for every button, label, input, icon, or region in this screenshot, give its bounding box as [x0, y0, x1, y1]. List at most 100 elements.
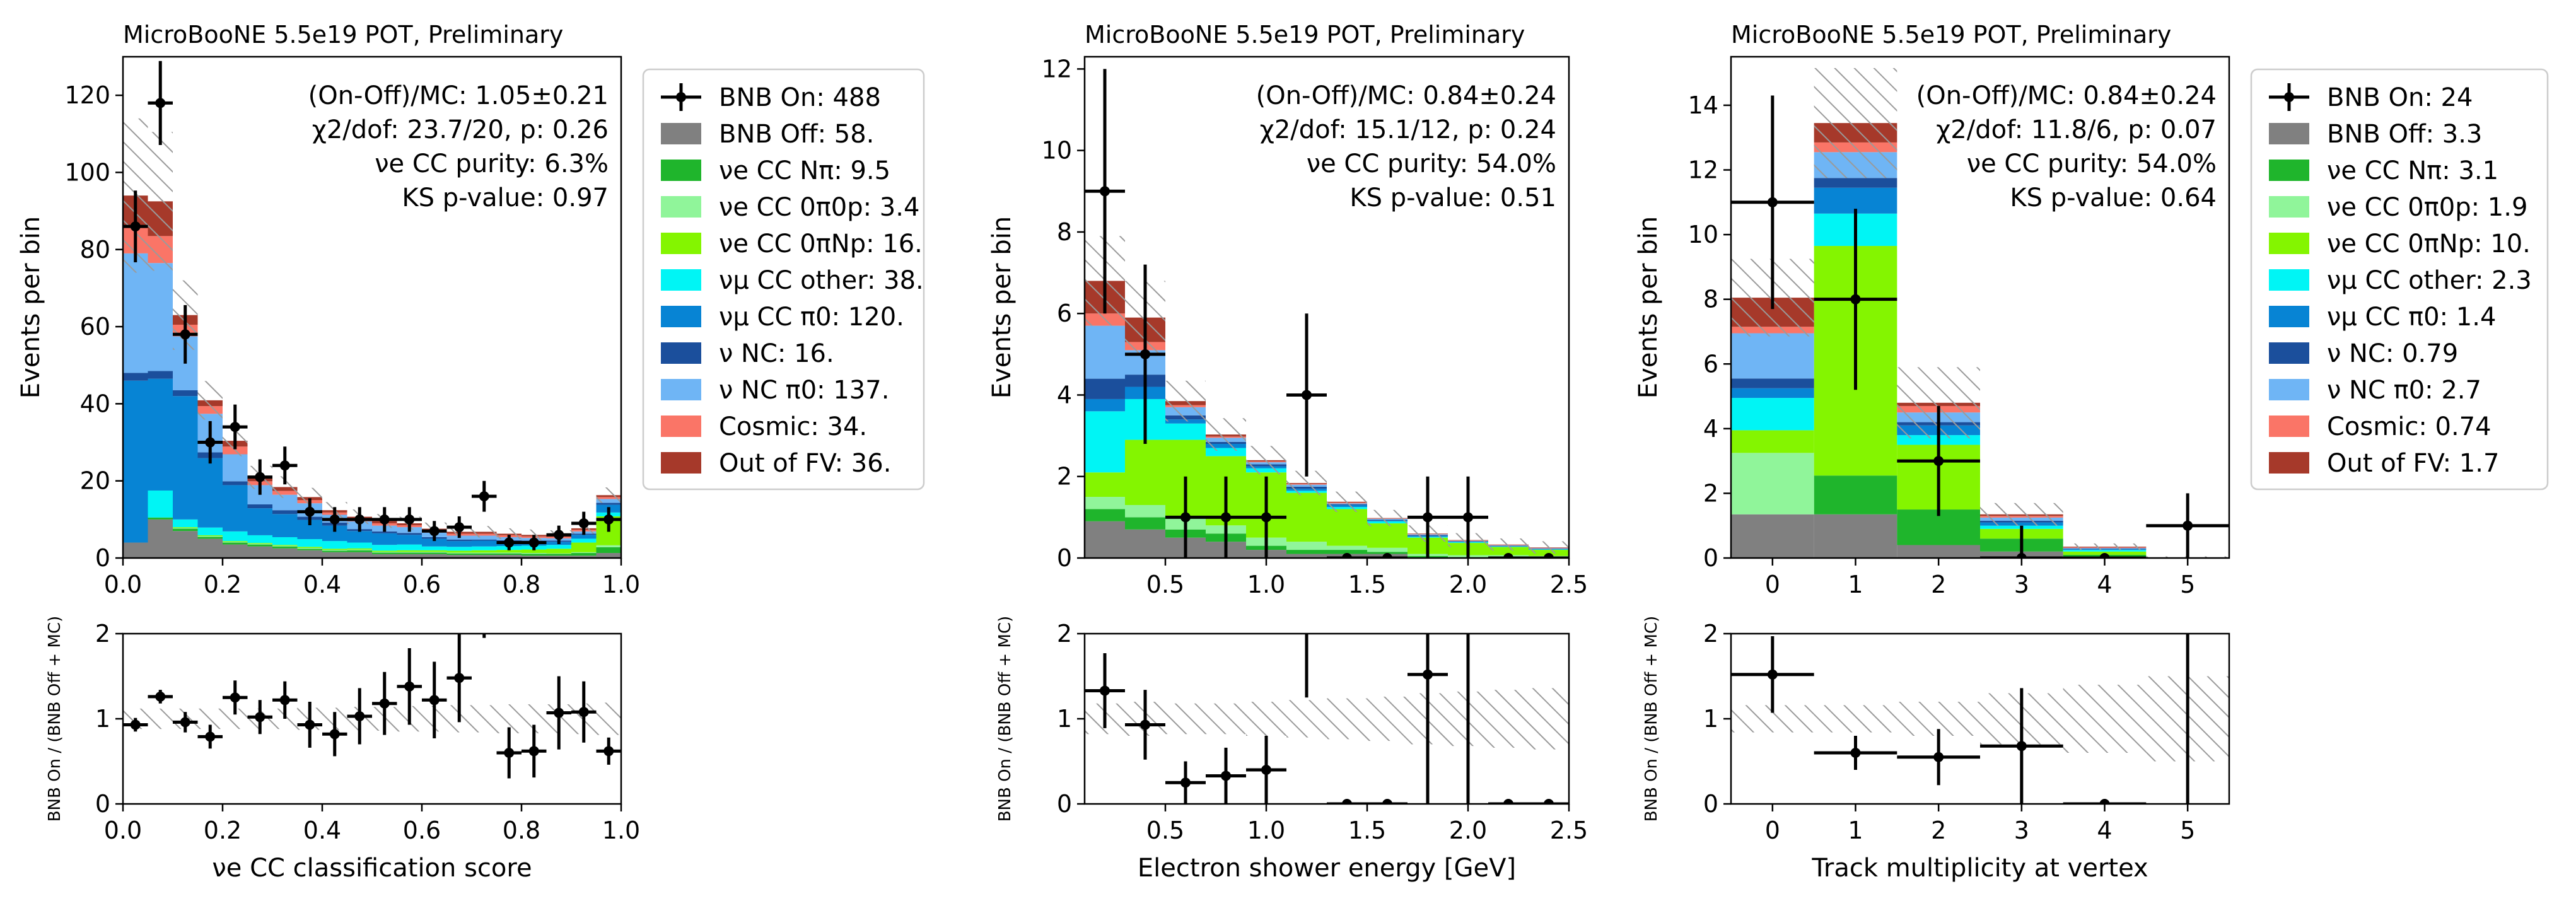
- bar-vu-cc-pi0-bin-18: [571, 535, 597, 539]
- bar-ve-cc-npi-bin-5: [1286, 550, 1327, 554]
- legend-box: [2250, 68, 2549, 491]
- ratio-y-axis-label: BNB On / (BNB Off + MC): [45, 616, 64, 822]
- bar-ve-cc-npi-bin-2: [173, 528, 198, 532]
- legend-label: Out of FV: 36.: [719, 449, 891, 478]
- bar-v-nc-bin-6: [272, 510, 298, 514]
- x-tick-label: 0.0: [104, 571, 142, 598]
- ratio-x-tick-label: 3: [2014, 817, 2029, 844]
- data-point-3: [1206, 476, 1246, 558]
- bar-bnb-off-bin-13: [446, 555, 472, 558]
- legend-swatch: [661, 269, 701, 291]
- ratio-point-5: [2186, 634, 2189, 804]
- data-point-7: [297, 498, 322, 526]
- legend-entry-e-cc-n-9-5: νe CC Nπ: 9.5: [661, 156, 890, 185]
- data-marker: [354, 514, 365, 525]
- main-axes-frame: [1083, 55, 1570, 559]
- bar-v-nc-pi0-bin-0: [1085, 325, 1125, 379]
- bar-bnb-off-bin-17: [546, 555, 571, 558]
- bar-bnb-off-bin-5: [1286, 554, 1327, 558]
- data-marker: [1463, 512, 1473, 523]
- y-tick-label: 2: [1703, 479, 1718, 507]
- bar-v-nc-pi0-bin-1: [148, 263, 173, 371]
- y-tick-label: 10: [1688, 221, 1718, 248]
- bar-vu-cc-other-bin-0: [1085, 411, 1125, 473]
- x-tick-label: 1.0: [602, 571, 640, 598]
- ratio-point-2: [1897, 729, 1980, 786]
- x-tick-label: 5: [2180, 571, 2195, 598]
- legend-label: νe CC 0πNp: 10.: [2327, 230, 2531, 259]
- ratio-band-bin-1: [1814, 705, 1897, 733]
- legend-swatch: [2269, 452, 2309, 474]
- x-tick-label: 3: [2014, 571, 2029, 598]
- bar-bnb-off-bin-10: [372, 554, 397, 558]
- ratio-marker: [528, 746, 539, 757]
- data-marker: [404, 514, 415, 525]
- bar-ve-cc-0pinp-bin-0: [1085, 472, 1125, 497]
- legend-swatch: [2269, 233, 2309, 254]
- ratio-marker: [255, 712, 265, 723]
- bar-vu-cc-other-bin-7: [297, 539, 322, 547]
- bar-vu-cc-other-bin-9: [347, 542, 372, 549]
- x-axis-label: Track multiplicity at vertex: [1811, 854, 2148, 883]
- bar-bnb-off-bin-19: [596, 553, 621, 558]
- ratio-point-3: [1980, 688, 2063, 804]
- ratio-marker: [578, 707, 589, 718]
- bar-bnb-off-bin-12: [422, 554, 447, 558]
- data-marker: [429, 526, 440, 537]
- bar-v-nc-bin-19: [596, 503, 621, 505]
- x-tick-label: 2.5: [1550, 571, 1588, 598]
- data-marker: [2016, 553, 2027, 558]
- ratio-point-5: [247, 700, 272, 735]
- legend-entry-bnb-off-3-3: BNB Off: 3.3: [2269, 120, 2482, 149]
- ratio-y-axis-label: BNB On / (BNB Off + MC): [1642, 616, 1661, 822]
- data-point-16: [522, 535, 547, 550]
- bar-ve-cc-0pinp-bin-0: [1731, 430, 1814, 453]
- ratio-point-1: [1125, 690, 1165, 760]
- legend-swatch: [2269, 160, 2309, 181]
- data-marker: [255, 472, 265, 482]
- ratio-point-9: [347, 688, 372, 745]
- data-point-4: [2063, 553, 2147, 558]
- bar-ve-cc-0pi0p-bin-6: [272, 545, 298, 547]
- ratio-plot-area: [1731, 634, 2229, 804]
- bar-v-nc-bin-0: [1731, 378, 1814, 388]
- data-marker: [130, 221, 141, 232]
- mc-uncertainty-bin-2: [1165, 380, 1206, 422]
- bar-bnb-off-bin-0: [123, 542, 148, 558]
- legend-marker-dot: [676, 92, 686, 102]
- ratio-point-4: [2063, 799, 2147, 804]
- x-tick-label: 0: [1765, 571, 1780, 598]
- bar-ve-cc-0pinp-bin-6: [1327, 509, 1367, 546]
- y-tick-label: 2: [1057, 463, 1072, 491]
- data-point-5: [2146, 493, 2229, 558]
- legend-entry-nc-0-137: ν NC π0: 137.: [661, 376, 889, 405]
- ratio-marker: [1100, 685, 1110, 696]
- bar-ve-cc-0pinp-bin-5: [247, 543, 272, 544]
- bar-v-nc-pi0-bin-0: [123, 253, 148, 373]
- mc-uncertainty-bin-11: [1529, 541, 1569, 554]
- stat-annotation-1: (On-Off)/MC: 1.05±0.21: [308, 81, 609, 110]
- ratio-x-tick-label: 2.5: [1550, 817, 1588, 844]
- y-axis-label: Events per bin: [1634, 216, 1663, 398]
- ratio-point-11: [1529, 799, 1569, 804]
- mc-uncertainty-bin-15: [496, 528, 522, 540]
- ratio-marker: [1933, 752, 1944, 762]
- bar-v-nc-bin-4: [223, 481, 248, 485]
- mc-uncertainty-bin-14: [472, 526, 497, 538]
- ratio-marker: [504, 748, 515, 758]
- y-tick-label: 40: [80, 390, 110, 417]
- ratio-y-tick-label: 0: [95, 790, 110, 818]
- ratio-x-tick-label: 0.8: [503, 817, 540, 844]
- bar-vu-cc-pi0-bin-13: [446, 541, 472, 547]
- y-tick-label: 6: [1703, 350, 1718, 378]
- bar-ve-cc-0pinp-bin-13: [446, 550, 472, 553]
- bar-ve-cc-0pi0p-bin-16: [522, 553, 547, 554]
- stat-annotation-4: KS p-value: 0.97: [402, 183, 609, 212]
- bar-ve-cc-0pi0p-bin-19: [596, 545, 621, 547]
- data-marker: [1503, 553, 1513, 558]
- stat-annotation-2: χ2/dof: 11.8/6, p: 0.07: [1936, 115, 2217, 144]
- ratio-y-tick-label: 0: [1057, 790, 1072, 818]
- legend-label: BNB Off: 58.: [719, 120, 874, 149]
- main-axes-frame: [1730, 55, 2230, 559]
